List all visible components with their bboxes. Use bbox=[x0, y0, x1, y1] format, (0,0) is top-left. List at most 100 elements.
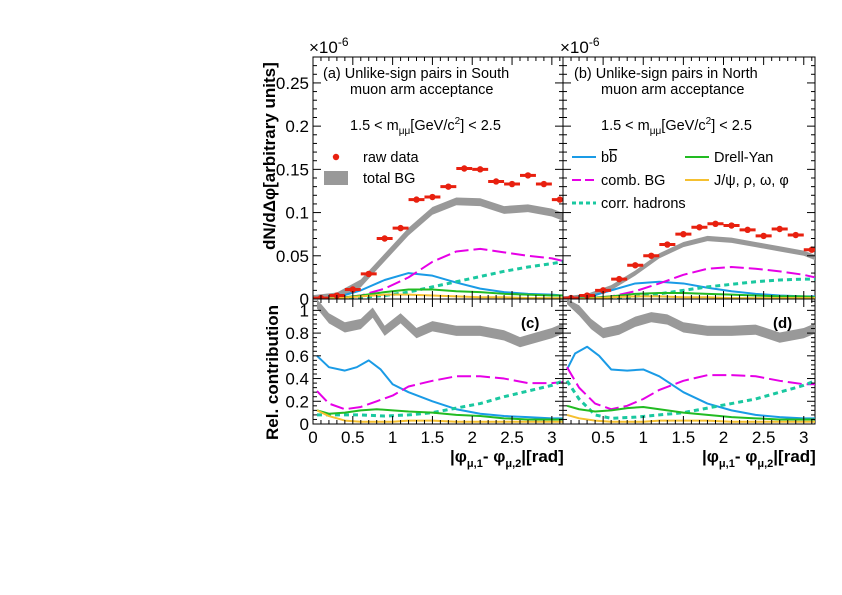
panel-b-raw-data-point bbox=[680, 230, 687, 238]
panel-d-x-tick-label: 0.5 bbox=[591, 428, 615, 447]
panel-d-series-drell-yan bbox=[566, 404, 815, 421]
panel-a-y-tick-label: 0.25 bbox=[276, 74, 309, 93]
panel-c-y-tick-label: 1 bbox=[300, 301, 309, 320]
panel-c-x-tick-label: 1 bbox=[388, 428, 397, 447]
panel-d-ticks: 0.5 1 1.5 2 2.5 3 bbox=[562, 299, 815, 447]
top-y-axis-title: dN/dΔφ[arbitrary units] bbox=[260, 62, 279, 250]
panel-b-title-line2: muon arm acceptance bbox=[601, 82, 744, 98]
legend-drell-yan-label: Drell-Yan bbox=[714, 150, 773, 166]
panel-b-plot bbox=[563, 220, 815, 299]
panel-b-raw-data-point bbox=[696, 224, 703, 231]
legend-comb-bg-label: comb. BG bbox=[601, 173, 665, 189]
panel-b-raw-data-point bbox=[776, 225, 783, 233]
panel-c-ticks: 0 0.2 0.4 0.6 0.8 1 0 0.5 1 1.5 2 2.5 3 bbox=[285, 299, 563, 447]
panel-d-x-tick-label: 2 bbox=[719, 428, 728, 447]
panel-a-raw-data-point bbox=[556, 196, 563, 203]
panel-d-plot bbox=[565, 299, 815, 423]
panel-a-y-tick-label: 0.1 bbox=[285, 204, 309, 223]
panel-b-raw-data-point bbox=[728, 222, 735, 229]
panel-c-x-tick-label: 1.5 bbox=[421, 428, 445, 447]
panel-a-raw-data-point bbox=[397, 224, 404, 232]
panel-b-raw-data-point bbox=[744, 226, 751, 234]
panel-c-x-tick-label: 2.5 bbox=[500, 428, 524, 447]
panel-a-raw-data-point bbox=[461, 165, 468, 172]
panel-d-x-tick-label: 3 bbox=[799, 428, 808, 447]
panel-b bbox=[562, 56, 816, 300]
panel-b-raw-data-point bbox=[648, 252, 655, 259]
panel-c: 0 0.2 0.4 0.6 0.8 1 0 0.5 1 1.5 2 2.5 3 bbox=[285, 298, 564, 447]
panel-c-series bbox=[316, 299, 563, 423]
panel-a-raw-data-point bbox=[476, 166, 484, 173]
panel-b-raw-data bbox=[563, 220, 815, 299]
panel-a: 0 0.05 0.1 0.15 0.2 0.25 bbox=[276, 56, 564, 309]
legend-raw-data-marker bbox=[332, 153, 340, 161]
panel-a-raw-data-point bbox=[445, 183, 452, 190]
panel-a-title-line2: muon arm acceptance bbox=[350, 82, 493, 98]
legend-right: bb Drell-Yan comb. BG J/ψ, ρ, ω, φ corr.… bbox=[572, 150, 789, 212]
panel-c-y-tick-label: 0.4 bbox=[285, 370, 309, 389]
panel-a-raw-data-point bbox=[540, 180, 548, 188]
panel-b-raw-data-point bbox=[760, 232, 767, 240]
legend-corr-hadrons-label: corr. hadrons bbox=[601, 196, 686, 212]
panel-b-multiplier: ×10-6 bbox=[560, 35, 600, 57]
legend-total-bg-box bbox=[324, 171, 348, 185]
panel-a-multiplier: ×10-6 bbox=[309, 35, 349, 57]
panel-c-x-tick-label: 3 bbox=[547, 428, 556, 447]
panel-b-title-line1: (b) Unlike-sign pairs in North bbox=[574, 66, 758, 82]
panel-c-series-j bbox=[316, 409, 563, 423]
panel-a-series-total-bg bbox=[313, 197, 563, 299]
panel-b-raw-data-point bbox=[792, 231, 799, 239]
panel-a-raw-data-point bbox=[365, 270, 372, 278]
panel-b-raw-data-point bbox=[599, 287, 607, 294]
legend-total-bg-label: total BG bbox=[363, 171, 415, 187]
panel-a-mass-cut: 1.5 < mμμ[GeV/c2] < 2.5 bbox=[350, 116, 501, 137]
panel-d-x-tick-label: 1.5 bbox=[672, 428, 696, 447]
panel-b-series bbox=[563, 220, 815, 299]
panel-a-raw-data-point bbox=[413, 196, 420, 203]
legend-left: raw data total BG bbox=[324, 150, 420, 187]
panel-c-x-tick-label: 0 bbox=[308, 428, 317, 447]
panel-a-y-tick-label: 0 bbox=[300, 290, 309, 309]
panel-a-title-line1: (a) Unlike-sign pairs in South bbox=[323, 66, 509, 82]
panel-a-raw-data-point bbox=[492, 178, 500, 185]
panel-c-x-axis-title: |φμ,1- φμ,2|[rad] bbox=[450, 447, 564, 470]
panel-c-series-corr-hadrons bbox=[316, 379, 563, 418]
panel-a-raw-data-point bbox=[381, 235, 388, 242]
panel-d-series-bb bbox=[566, 345, 815, 420]
panel-b-raw-data-point bbox=[712, 220, 719, 228]
panel-d-frame bbox=[562, 298, 816, 425]
panel-d-series bbox=[565, 299, 815, 423]
panel-d-series-total-bg bbox=[567, 299, 815, 343]
panel-c-series-drell-yan bbox=[316, 408, 563, 421]
panel-a-raw-data-point bbox=[524, 172, 532, 179]
panel-d-series-comb-bg bbox=[566, 366, 815, 411]
panel-a-raw-data-point bbox=[508, 180, 516, 188]
panel-d: 0.5 1 1.5 2 2.5 3 bbox=[562, 298, 816, 447]
legend-raw-data-label: raw data bbox=[363, 150, 420, 166]
legend-jpsi-label: J/ψ, ρ, ω, φ bbox=[714, 173, 789, 189]
panel-c-y-tick-label: 0.6 bbox=[285, 347, 309, 366]
panel-c-x-tick-label: 0.5 bbox=[341, 428, 365, 447]
panel-b-raw-data-point bbox=[632, 262, 639, 269]
panel-d-tag: (d) bbox=[773, 315, 792, 332]
panel-c-y-tick-label: 0.8 bbox=[285, 324, 309, 343]
panel-a-y-tick-label: 0.05 bbox=[276, 247, 309, 266]
panel-b-raw-data-point bbox=[664, 241, 671, 248]
panel-a-raw-data-point bbox=[429, 193, 436, 201]
panel-c-plot bbox=[316, 299, 563, 423]
panel-a-series-j bbox=[313, 293, 563, 299]
panel-d-x-axis-title: |φμ,1- φμ,2|[rad] bbox=[702, 447, 816, 470]
panel-c-tag: (c) bbox=[521, 315, 539, 332]
panel-d-x-tick-label: 2.5 bbox=[752, 428, 776, 447]
panel-a-y-tick-label: 0.2 bbox=[285, 117, 309, 136]
panel-b-series-j bbox=[563, 295, 815, 299]
panel-a-ticks: 0 0.05 0.1 0.15 0.2 0.25 bbox=[276, 56, 563, 309]
panel-a-y-tick-label: 0.15 bbox=[276, 160, 309, 179]
panel-d-x-tick-label: 1 bbox=[639, 428, 648, 447]
panel-b-mass-cut: 1.5 < mμμ[GeV/c2] < 2.5 bbox=[601, 116, 752, 137]
panel-c-series-bb bbox=[316, 355, 563, 420]
panel-d-series-j bbox=[566, 413, 815, 423]
panel-c-y-tick-label: 0.2 bbox=[285, 392, 309, 411]
bottom-y-axis-title: Rel. contribution bbox=[263, 305, 282, 440]
